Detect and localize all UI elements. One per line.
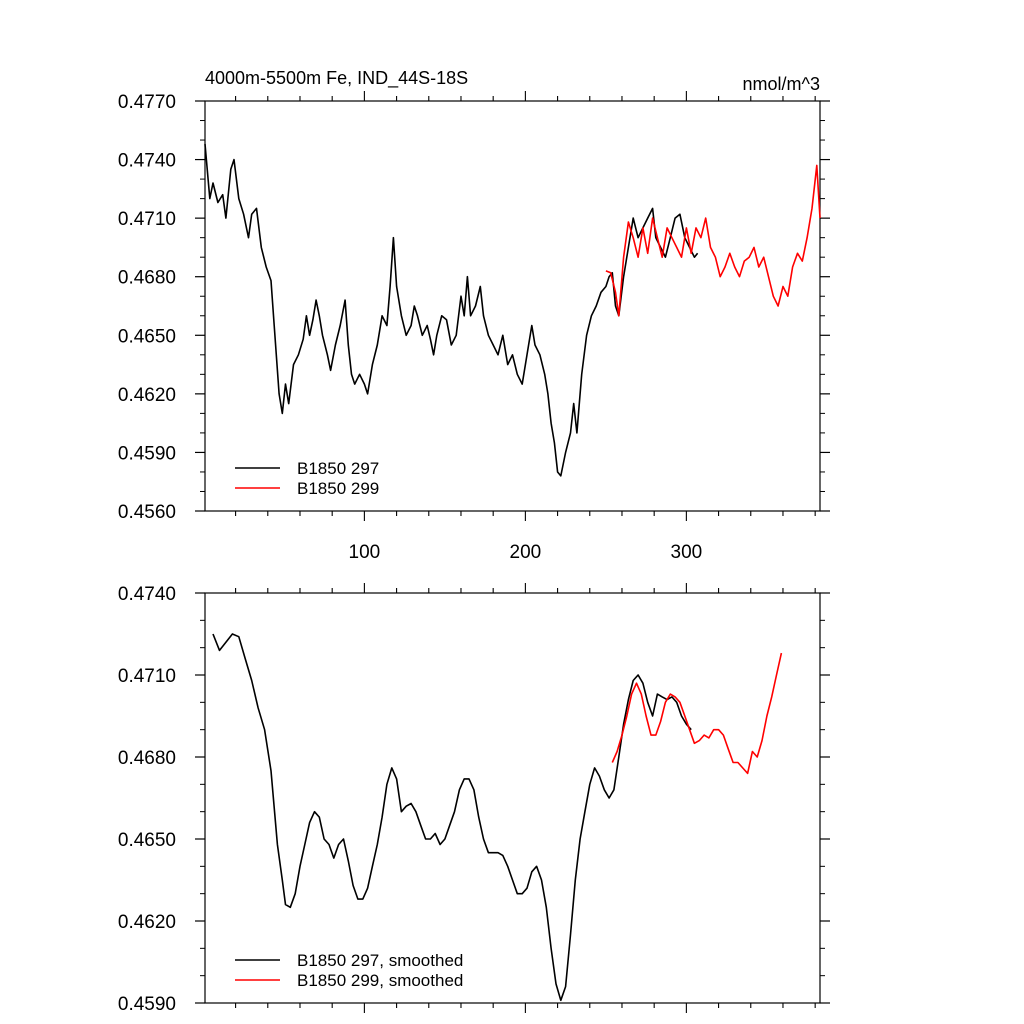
bottom-panel: 0.4590 0.4620 0.4650 0.4680 0.4710 0.4740 B18… [118,583,830,1015]
y-tick-label: 0.4620 [118,912,176,933]
series-line-1 [605,164,821,317]
y-tick-label: 0.4650 [118,326,176,347]
series-line-1 [611,652,783,775]
top-panel: 4000m-5500m Fe, IND_44S-18S nmol/m^3 0.4… [118,68,830,563]
y-tick-label: 0.4560 [118,502,176,523]
plot-frame [204,592,821,1004]
x-tick-label: 100 [349,542,381,563]
y-tick-label: 0.4770 [118,92,176,113]
series-line-0 [204,143,699,477]
legend-label: B1850 297 [297,459,379,478]
y-tick-label: 0.4650 [118,830,176,851]
y-tick-label: 0.4710 [118,666,176,687]
chart-units: nmol/m^3 [743,74,820,94]
legend-label: B1850 299 [297,479,379,498]
chart-title: 4000m-5500m Fe, IND_44S-18S [205,68,468,89]
y-tick-label: 0.4590 [118,994,176,1015]
legend-label: B1850 299, smoothed [297,971,463,990]
x-tick-label: 200 [510,542,542,563]
y-tick-label: 0.4620 [118,385,176,406]
y-tick-label: 0.4740 [118,584,176,605]
y-tick-label: 0.4590 [118,443,176,464]
y-tick-label: 0.4680 [118,268,176,289]
y-tick-label: 0.4680 [118,748,176,769]
series-line-0 [212,633,692,1002]
legend-label: B1850 297, smoothed [297,951,463,970]
x-tick-label: 300 [671,542,703,563]
y-tick-label: 0.4710 [118,209,176,230]
y-tick-label: 0.4740 [118,151,176,172]
plot-frame [204,100,821,512]
